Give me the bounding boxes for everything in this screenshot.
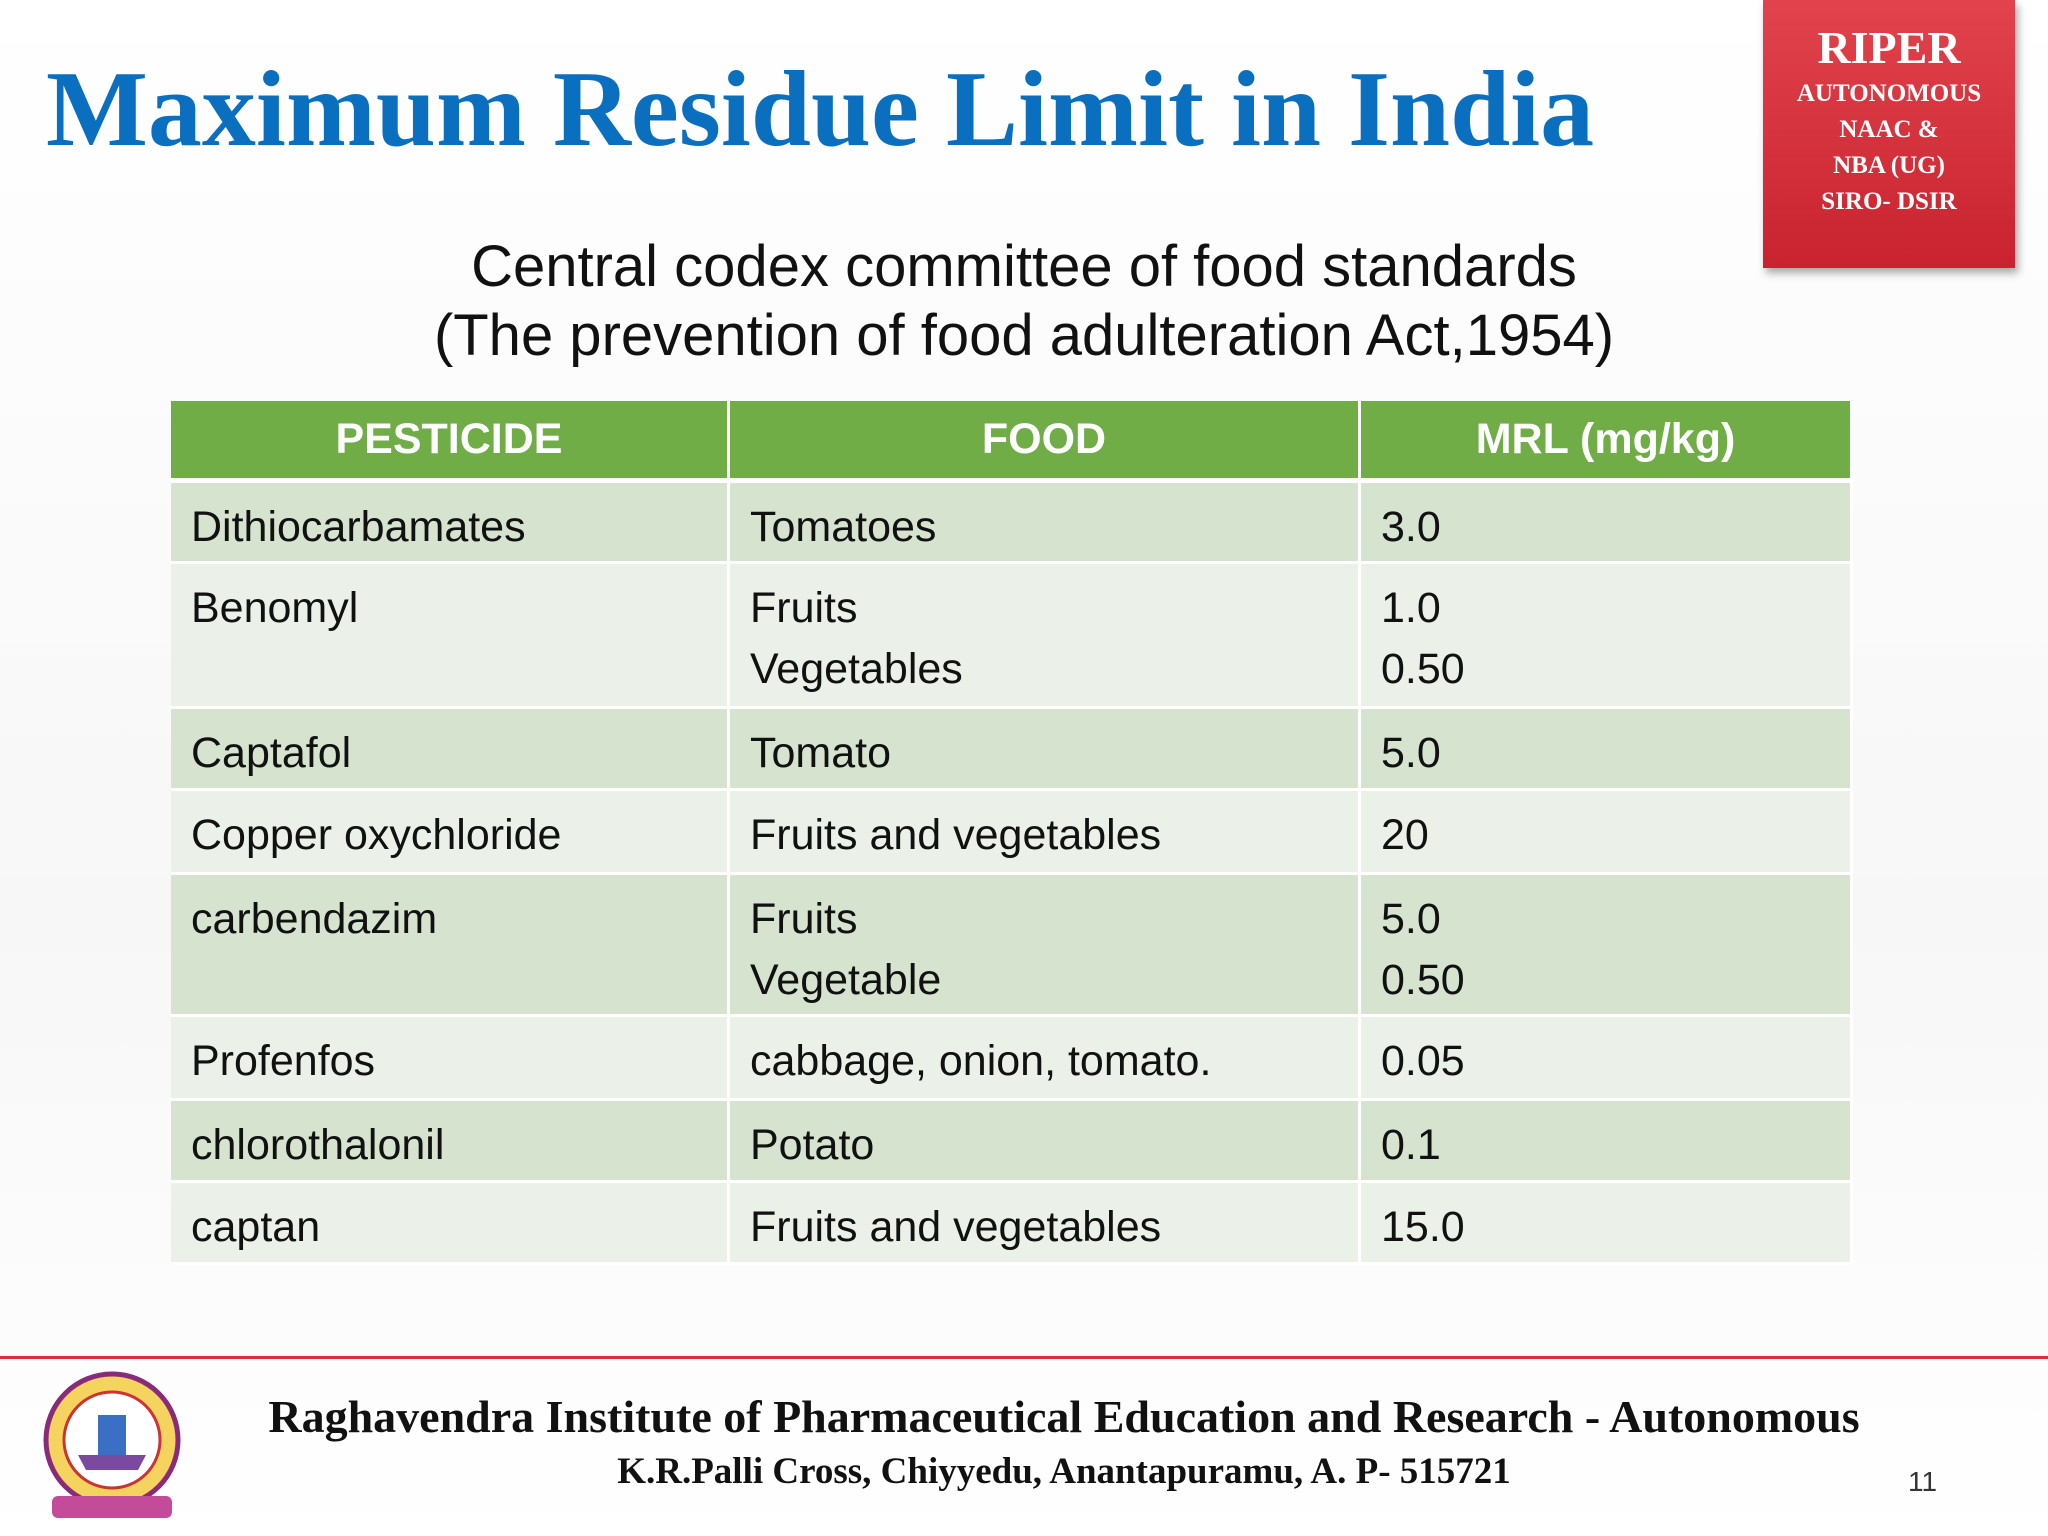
subtitle: Central codex committee of food standard… [0, 232, 2048, 370]
address: K.R.Palli Cross, Chiyyedu, Anantapuramu,… [617, 1451, 1511, 1492]
table-row: chlorothalonil Potato 0.1 [171, 1101, 1853, 1183]
cell-line: 0.50 [1381, 956, 1465, 1004]
cell-line: Tomatoes [750, 503, 937, 551]
cell-line: 5.0 [1381, 729, 1441, 777]
cell-line: captan [191, 1203, 321, 1251]
cell-line: 0.50 [1381, 645, 1465, 693]
badge: RIPER AUTONOMOUS NAAC & NBA (UG) SIRO- DSIR [1763, 0, 2015, 268]
cell-line: Fruits and vegetables [750, 1203, 1162, 1251]
subtitle-line: Central codex committee of food standard… [471, 234, 1577, 299]
cell-line: Fruits [750, 584, 858, 632]
cell-line: Fruits and vegetables [750, 811, 1162, 859]
table-row: Copper oxychloride Fruits and vegetables 2… [171, 791, 1853, 875]
cell-line: 5.0 [1381, 895, 1441, 943]
cell-line: carbendazim [191, 895, 438, 943]
cell-line: 15.0 [1381, 1203, 1465, 1251]
badge-line: NAAC & [1839, 116, 1939, 143]
badge-line: NBA (UG) [1833, 152, 1945, 179]
table-cell: Tomatoes [730, 483, 1361, 564]
cell-line: cabbage, onion, tomato. [750, 1037, 1212, 1085]
cell-line: 3.0 [1381, 503, 1441, 551]
cell-line: Vegetable [750, 956, 942, 1004]
subtitle-line: (The prevention of food adulteration Act… [433, 303, 1615, 368]
table-cell: 1.0 0.50 [1361, 564, 1853, 709]
table-cell: Fruits Vegetable [730, 875, 1361, 1017]
table-cell: 3.0 [1361, 483, 1853, 564]
institute-name: Raghavendra Institute of Pharmaceutical … [268, 1391, 1860, 1442]
mrl-table: PESTICIDE FOOD MRL (mg/kg) Dithiocarbamate… [171, 401, 1853, 1265]
table-row: Captafol Tomato 5.0 [171, 709, 1853, 791]
cell-line: Fruits [750, 895, 858, 943]
table-cell: Benomyl [171, 564, 730, 709]
column-header: MRL (mg/kg) [1361, 401, 1853, 483]
header-row: PESTICIDE FOOD MRL (mg/kg) [171, 401, 1853, 483]
cell-line: Copper oxychloride [191, 811, 562, 859]
cell-line: Dithiocarbamates [191, 503, 526, 551]
table-row: carbendazim Fruits Vegetable 5.0 0.50 [171, 875, 1853, 1017]
table-cell: Profenfos [171, 1017, 730, 1101]
cell-line: Benomyl [191, 584, 359, 632]
table-cell: 0.1 [1361, 1101, 1853, 1183]
footer-rule [0, 1356, 2048, 1359]
cell-line: Vegetables [750, 645, 963, 693]
table-cell: Fruits and vegetables [730, 791, 1361, 875]
table-cell: 5.0 [1361, 709, 1853, 791]
cell-line: Potato [750, 1121, 875, 1169]
table-row: Profenfos cabbage, onion, tomato. 0.05 [171, 1017, 1853, 1101]
table-cell: 0.05 [1361, 1017, 1853, 1101]
table-cell: Captafol [171, 709, 730, 791]
table-cell: Copper oxychloride [171, 791, 730, 875]
badge-line: RIPER [1817, 22, 1961, 73]
table-row: captan Fruits and vegetables 15.0 [171, 1183, 1853, 1265]
table-cell: chlorothalonil [171, 1101, 730, 1183]
slide-title: Maximum Residue Limit in India [46, 50, 1595, 169]
column-header: FOOD [730, 401, 1361, 483]
page-number: 11 [1908, 1466, 1938, 1497]
table-row: Benomyl Fruits Vegetables 1.0 0.50 [171, 564, 1853, 709]
cell-line: 0.1 [1381, 1121, 1441, 1169]
table-row: Dithiocarbamates Tomatoes 3.0 [171, 483, 1853, 564]
cell-line: Profenfos [191, 1037, 376, 1085]
column-header: PESTICIDE [171, 401, 730, 483]
logo [43, 1371, 181, 1518]
table-cell: cabbage, onion, tomato. [730, 1017, 1361, 1101]
table-cell: carbendazim [171, 875, 730, 1017]
cell-line: Tomato [750, 729, 892, 777]
table-cell: Dithiocarbamates [171, 483, 730, 564]
table-cell: Tomato [730, 709, 1361, 791]
badge-line: AUTONOMOUS [1796, 80, 1982, 107]
cell-line: 20 [1381, 811, 1429, 859]
table-cell: Fruits Vegetables [730, 564, 1361, 709]
cell-line: chlorothalonil [191, 1121, 445, 1169]
badge-line: SIRO- DSIR [1821, 188, 1957, 215]
table-cell: Potato [730, 1101, 1361, 1183]
cell-line: Captafol [191, 729, 352, 777]
cell-line: 1.0 [1381, 584, 1441, 632]
cell-line: 0.05 [1381, 1037, 1465, 1085]
table-cell: Fruits and vegetables [730, 1183, 1361, 1265]
table-cell: captan [171, 1183, 730, 1265]
table-cell: 15.0 [1361, 1183, 1853, 1265]
table-cell: 20 [1361, 791, 1853, 875]
table-cell: 5.0 0.50 [1361, 875, 1853, 1017]
